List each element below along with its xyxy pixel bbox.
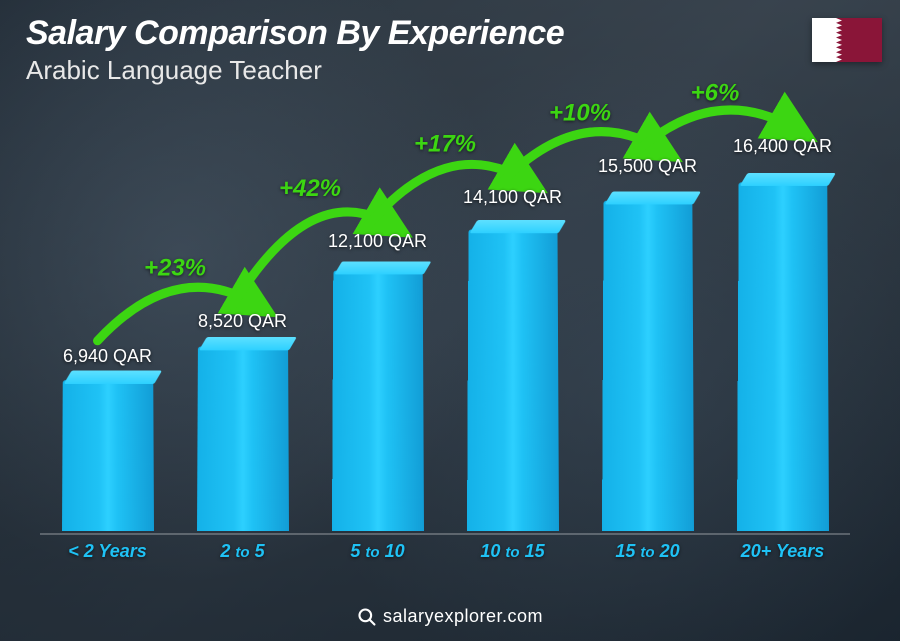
bar-value-label: 15,500 QAR — [598, 156, 697, 177]
bar — [197, 346, 289, 531]
x-axis: < 2 Years2 to 55 to 1010 to 1515 to 2020… — [40, 533, 850, 561]
bars-row: 6,940 QAR 8,520 QAR 12,100 QAR 14,100 QA… — [40, 101, 850, 531]
x-axis-label: < 2 Years — [40, 535, 175, 561]
bar-top-face — [334, 261, 431, 274]
qatar-flag-icon — [812, 18, 882, 62]
bar — [332, 271, 424, 531]
bar — [62, 380, 154, 531]
bar-slot: 14,100 QAR — [445, 187, 580, 531]
title-block: Salary Comparison By Experience Arabic L… — [26, 14, 564, 86]
bar-front-face — [467, 229, 559, 531]
bar-value-label: 16,400 QAR — [733, 136, 832, 157]
bar-value-label: 14,100 QAR — [463, 187, 562, 208]
bar-slot: 16,400 QAR — [715, 136, 850, 531]
chart-subtitle: Arabic Language Teacher — [26, 55, 564, 86]
footer-brand: salaryexplorer.com — [357, 606, 543, 627]
bar-front-face — [737, 182, 829, 531]
chart-title: Salary Comparison By Experience — [26, 14, 564, 53]
bar-top-face — [63, 370, 161, 383]
bar-slot: 6,940 QAR — [40, 346, 175, 531]
bar-value-label: 6,940 QAR — [63, 346, 152, 367]
x-axis-label: 5 to 10 — [310, 535, 445, 561]
bar-front-face — [602, 200, 694, 531]
bar-top-face — [739, 173, 835, 186]
bar-slot: 15,500 QAR — [580, 156, 715, 531]
bar-value-label: 12,100 QAR — [328, 231, 427, 252]
x-axis-label: 10 to 15 — [445, 535, 580, 561]
x-axis-label: 20+ Years — [715, 535, 850, 561]
bar-top-face — [198, 337, 296, 350]
bar-slot: 12,100 QAR — [310, 231, 445, 531]
bar-slot: 8,520 QAR — [175, 311, 310, 531]
x-axis-label: 2 to 5 — [175, 535, 310, 561]
bar — [737, 182, 829, 531]
bar-value-label: 8,520 QAR — [198, 311, 287, 332]
bar — [602, 200, 694, 531]
search-icon — [357, 607, 377, 627]
chart-area: +23%+42%+17%+10%+6% 6,940 QAR 8,520 QAR … — [40, 100, 850, 561]
footer-text: salaryexplorer.com — [383, 606, 543, 627]
bar — [467, 229, 559, 531]
bar-top-face — [469, 220, 566, 233]
x-axis-label: 15 to 20 — [580, 535, 715, 561]
bar-front-face — [332, 271, 424, 531]
bar-top-face — [604, 191, 700, 204]
bar-front-face — [197, 346, 289, 531]
infographic-container: Salary Comparison By Experience Arabic L… — [0, 0, 900, 641]
bar-front-face — [62, 380, 154, 531]
